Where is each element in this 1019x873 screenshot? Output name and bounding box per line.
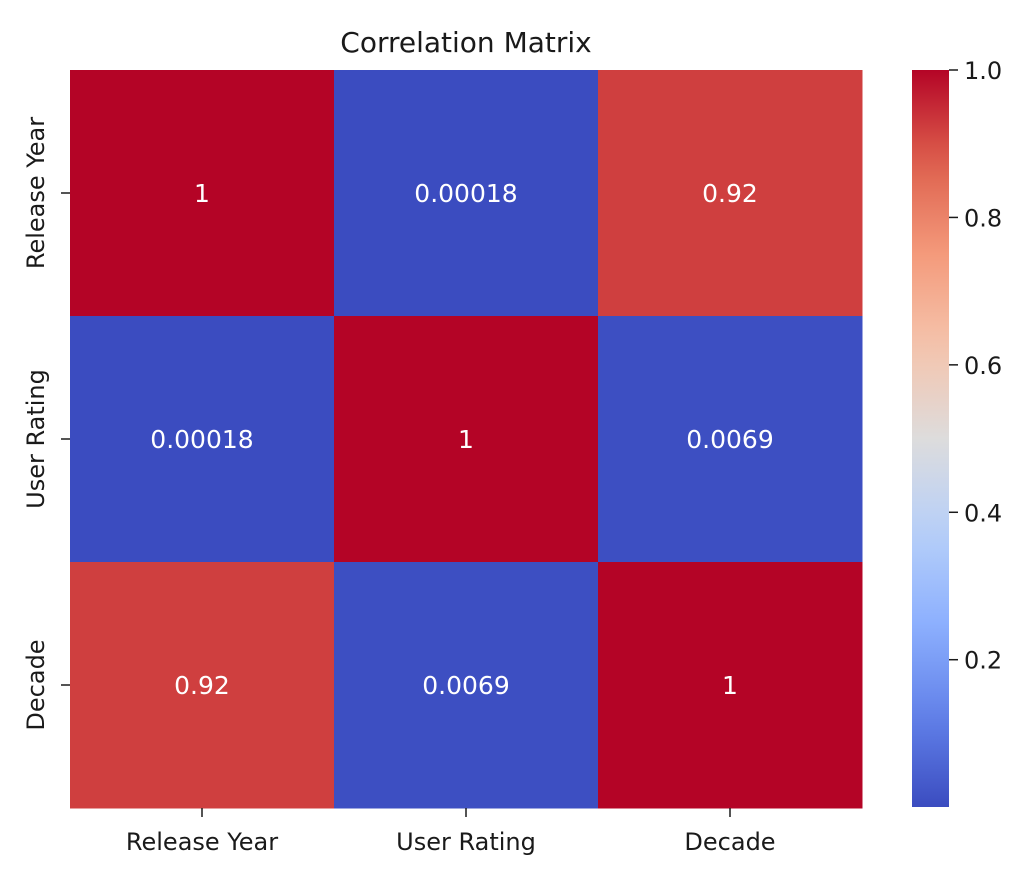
colorbar-tick-label-0: 0.2 (964, 647, 1002, 675)
y-axis: Release Year User Rating Decade (22, 117, 70, 731)
cell-annotation-r1-c2: 0.0069 (686, 425, 773, 454)
cell-annotation-r2-c2: 1 (722, 671, 738, 700)
chart-title: Correlation Matrix (340, 26, 591, 59)
heatmap-cells (70, 70, 863, 809)
heatmap-cell-r0-c2 (598, 70, 863, 317)
heatmap-cell-r1-c0 (70, 316, 335, 563)
cell-annotation-r2-c0: 0.92 (174, 671, 230, 700)
cell-annotation-r1-c1: 1 (458, 425, 474, 454)
colorbar-tick-label-4: 1.0 (964, 57, 1002, 85)
y-tick-label-1: User Rating (22, 369, 50, 509)
heatmap-cell-r1-c1 (334, 316, 599, 563)
cell-annotation-r0-c0: 1 (194, 179, 210, 208)
y-tick-label-0: Release Year (22, 117, 50, 269)
heatmap-cell-r0-c1 (334, 70, 599, 317)
colorbar-tick-label-3: 0.8 (964, 204, 1002, 232)
x-tick-label-2: Decade (684, 828, 775, 856)
cell-annotation-r2-c1: 0.0069 (422, 671, 509, 700)
x-axis: Release Year User Rating Decade (126, 808, 776, 856)
colorbar-gradient (912, 70, 949, 807)
heatmap-cell-r0-c0 (70, 70, 335, 317)
x-tick-label-1: User Rating (396, 828, 536, 856)
heatmap-cell-r2-c0 (70, 562, 335, 809)
colorbar-tick-label-2: 0.6 (964, 352, 1002, 380)
heatmap-cell-r2-c2 (598, 562, 863, 809)
colorbar-tick-label-1: 0.4 (964, 499, 1002, 527)
y-tick-label-2: Decade (22, 639, 50, 730)
cell-annotations: 1 0.00018 0.92 0.00018 1 0.0069 0.92 0.0069 1 (150, 179, 773, 700)
heatmap-cell-r1-c2 (598, 316, 863, 563)
cell-annotation-r0-c2: 0.92 (702, 179, 758, 208)
cell-annotation-r1-c0: 0.00018 (150, 425, 253, 454)
x-tick-label-0: Release Year (126, 828, 278, 856)
colorbar: 0.2 0.4 0.6 0.8 1.0 (912, 57, 1002, 807)
cell-annotation-r0-c1: 0.00018 (414, 179, 517, 208)
heatmap-cell-r2-c1 (334, 562, 599, 809)
